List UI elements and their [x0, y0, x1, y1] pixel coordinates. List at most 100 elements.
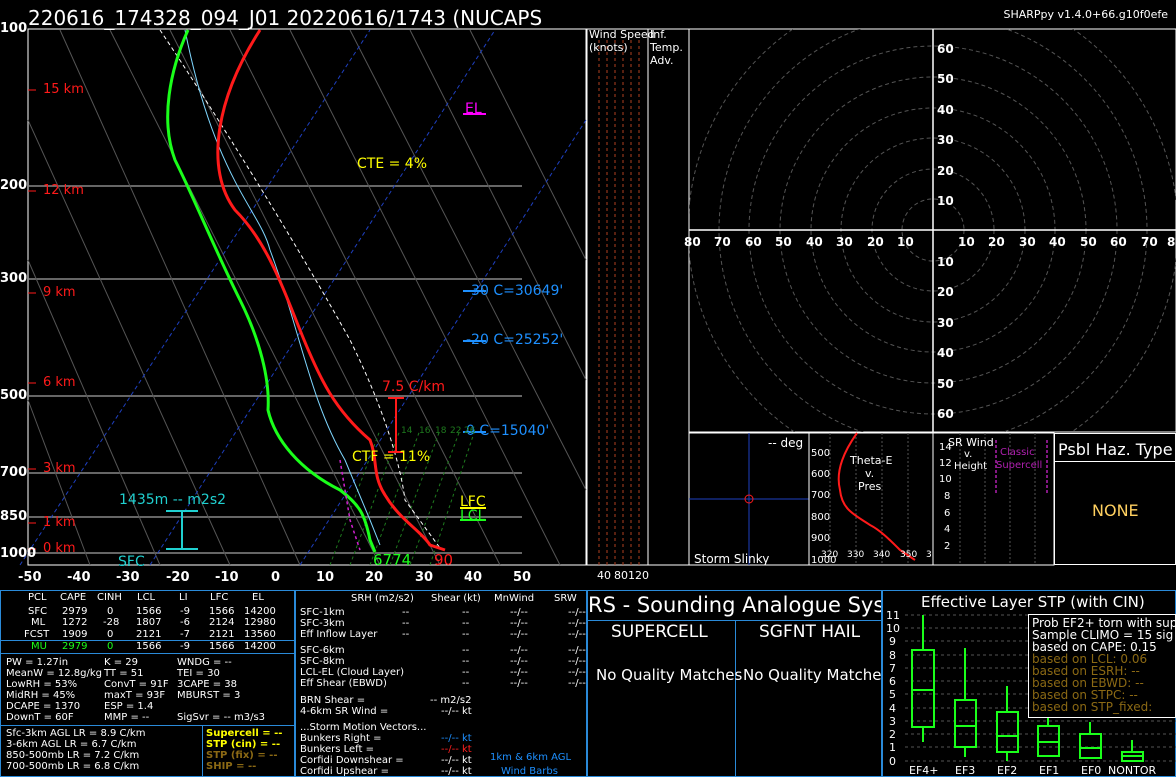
freezing-label: 0 C=15040' [466, 423, 550, 439]
wind-speed-sub: (knots) [589, 41, 628, 54]
hodo-axis-label: 40 [806, 235, 823, 249]
lapse-rate: Sfc-3km AGL LR = 8.9 C/km [6, 728, 146, 739]
sgfnt-hail-header[interactable]: SGFNT HAIL [759, 622, 861, 642]
sfc-temp-label: 90 [434, 551, 454, 569]
srwind-height: Height [954, 461, 988, 472]
kin-header: SRH (m2/s2) [351, 593, 414, 604]
hodo-ring-label: 60 [937, 42, 954, 56]
stp-y-tick: 11 [886, 609, 900, 622]
kin-cell: Eff Inflow Layer [300, 629, 378, 640]
hail-matches: No Quality Matches [743, 666, 882, 684]
theta-pres: Pres [858, 480, 882, 493]
theta-title: Theta-E [850, 454, 893, 467]
hodo-axis-label: 40 [1049, 235, 1066, 249]
thermo-params-panel: PCL CAPE CINH LCL LI LFC EL SFC 2979 0 1… [0, 590, 295, 777]
param-cell: MU [31, 641, 47, 652]
stp-y-tick: 10 [886, 622, 900, 635]
hodo-ring-label: 60 [937, 407, 954, 421]
el-label: EL [465, 101, 482, 117]
kin-cell: --/-- [568, 678, 586, 689]
storm-motion-value: --/-- kt [441, 766, 472, 777]
inf-temp-label: Temp. [650, 41, 683, 54]
temp-label: 40 [464, 570, 483, 585]
kin-cell: --/-- [510, 645, 528, 656]
stp-category: EF4+ [909, 764, 939, 777]
misc-param: DCAPE = 1370 [6, 701, 81, 712]
kin-cell: -- [402, 618, 410, 629]
srwind-y-tick: 8 [944, 491, 951, 502]
theta-y-tick: 1000 [811, 555, 837, 566]
srwind-title: SR Wind [948, 436, 994, 449]
lapse-rate: 700-500mb LR = 6.8 C/km [6, 761, 140, 772]
srwind-y-tick: 12 [939, 458, 952, 469]
pressure-label: 1000 [0, 546, 37, 561]
kin-cell: --/-- [568, 656, 586, 667]
param-header: EL [252, 592, 264, 603]
param-cell: 0 [107, 629, 114, 640]
slinky-label: Storm Slinky [694, 552, 770, 566]
storm-motion-label: Corfidi Downshear = [300, 755, 404, 766]
kin-cell: --/-- [510, 678, 528, 689]
kin-cell: --/-- [510, 618, 528, 629]
param-cell: 0 [107, 606, 114, 617]
misc-param: ConvT = 91F [104, 679, 169, 690]
hodo-axis-label: 60 [745, 235, 762, 249]
stp-category: EF0 [1081, 764, 1102, 777]
stp-prob-line: based on CAPE: 0.15 [1032, 640, 1157, 654]
storm-motion-label: Bunkers Right = [300, 733, 382, 744]
hodo-axis-label: 50 [1080, 235, 1097, 249]
version-label: SHARPpy v1.4.0+66.g10f0efe [1003, 8, 1168, 21]
theta-v: v. [865, 467, 875, 480]
temp-label: -10 [215, 570, 239, 585]
theta-x-tick: 320 [821, 550, 839, 560]
brn-shear-label: BRN Shear = [300, 695, 366, 706]
kin-cell: --/-- [568, 607, 586, 618]
misc-param: MeanW = 12.8g/kg [6, 668, 102, 679]
sr-wind-label: 4-6km SR Wind = [300, 706, 389, 717]
kin-cell: -- [462, 678, 470, 689]
param-cell: 2124 [209, 617, 235, 628]
theta-x-tick: 3 [926, 550, 932, 560]
misc-param: WNDG = -- [177, 657, 232, 668]
stp-prob-line: Prob EF2+ torn with supe [1032, 616, 1176, 630]
freezing-label: -20 C=25252' [466, 332, 564, 348]
param-header: PCL [28, 592, 47, 603]
stp-y-tick: 0 [889, 755, 896, 768]
kin-cell: -- [462, 645, 470, 656]
misc-param: TEI = 30 [177, 668, 220, 679]
param-cell: 13560 [244, 629, 276, 640]
hazard-type-panel: Psbl Haz. Type NONE [1054, 433, 1176, 565]
lcl-label: LCL [460, 508, 486, 524]
barbs-note: Wind Barbs [501, 766, 558, 777]
param-header: CAPE [60, 592, 87, 603]
param-cell: 1566 [209, 641, 235, 652]
height-label: 3 km [43, 461, 76, 476]
param-cell: ML [31, 617, 46, 628]
hodo-ring-label: 30 [937, 133, 954, 147]
param-cell: -9 [180, 606, 190, 617]
temp-label: -40 [67, 570, 91, 585]
srwind-y-tick: 6 [944, 508, 951, 519]
misc-param: maxT = 93F [104, 690, 166, 701]
kin-cell: --/-- [568, 629, 586, 640]
temp-label: 20 [365, 570, 384, 585]
misc-param: ESP = 1.4 [104, 701, 154, 712]
temp-label: -30 [116, 570, 140, 585]
height-label: 15 km [43, 82, 84, 97]
inf-temp-label: Adv. [650, 54, 674, 67]
theta-y-tick: 800 [811, 512, 831, 523]
param-row-selected[interactable]: MU 2979 0 1566 -9 1566 14200 [1, 640, 294, 654]
hodo-ring-label: 40 [937, 346, 954, 360]
height-label: 12 km [43, 183, 84, 198]
param-cell: -9 [180, 641, 190, 652]
storm-motion-label: Corfidi Upshear = [300, 766, 389, 777]
theta-y-tick: 900 [811, 533, 831, 544]
hodo-ring-label: 20 [937, 285, 954, 299]
kin-cell: SFC-1km [300, 607, 345, 618]
supercell-header[interactable]: SUPERCELL [611, 622, 708, 642]
stp-prob-line: based on ESRH: -- [1032, 664, 1140, 678]
pressure-label: 850 [0, 509, 28, 524]
theta-x-tick: 330 [847, 550, 865, 560]
height-label: 0 km [43, 541, 76, 556]
hodo-axis-label: 20 [867, 235, 884, 249]
